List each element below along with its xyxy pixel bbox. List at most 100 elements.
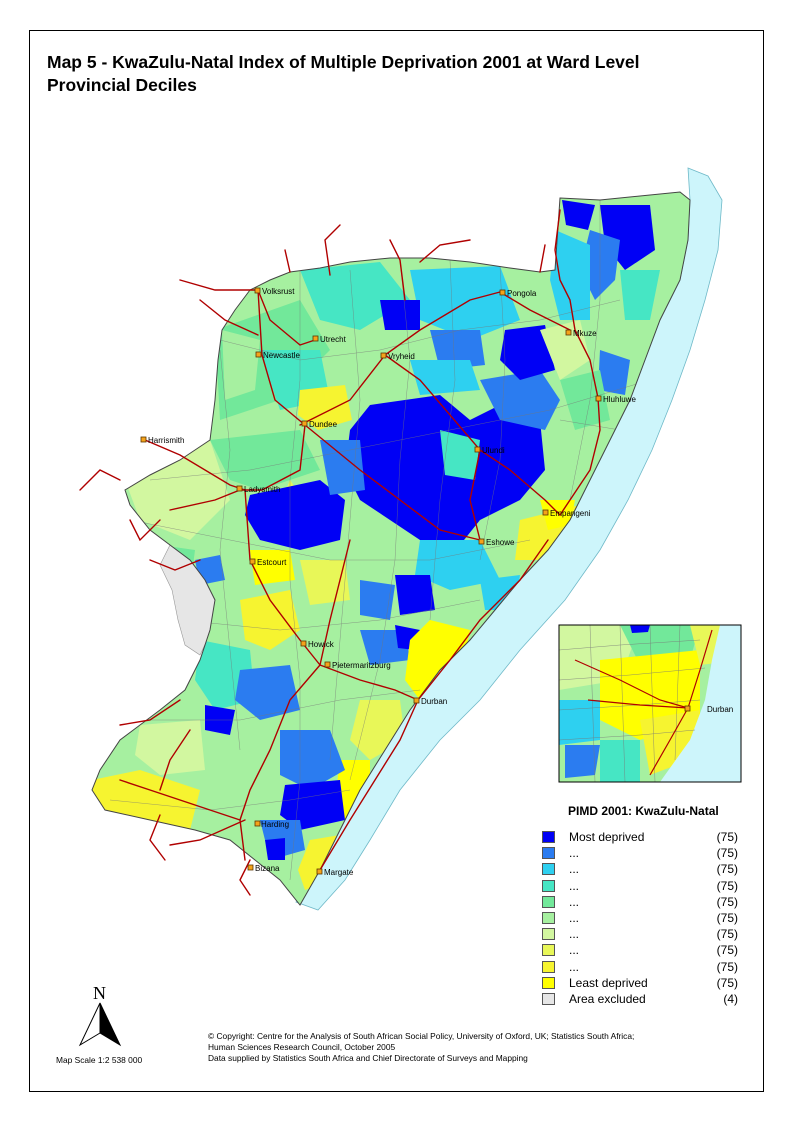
legend-count: (75): [716, 943, 738, 958]
city-marker-bizana: [247, 864, 254, 871]
legend-title: PIMD 2001: KwaZulu-Natal: [568, 804, 719, 818]
city-label-bizana: Bizana: [255, 864, 280, 873]
city-marker-ulundi: [474, 446, 481, 453]
city-marker-hluhluwe: [595, 395, 602, 402]
legend-swatch: [542, 976, 555, 989]
city-label-hluhluwe: Hluhluwe: [603, 395, 636, 404]
city-marker-estcourt: [249, 558, 256, 565]
city-label-eshowe: Eshowe: [486, 538, 515, 547]
legend-label: Most deprived: [569, 830, 645, 844]
city-label-estcourt: Estcourt: [257, 558, 287, 567]
legend-label: ...: [569, 894, 580, 909]
copyright-line: © Copyright: Centre for the Analysis of …: [208, 1031, 635, 1041]
city-label-empangeni: Empangeni: [550, 509, 591, 518]
city-marker-ladysmith: [236, 485, 243, 492]
legend-label: ...: [569, 862, 580, 877]
city-label-dundee: Dundee: [309, 420, 338, 429]
legend-count: (75): [716, 975, 738, 990]
legend-item: ... (75): [538, 895, 748, 911]
legend-item: ... (75): [538, 927, 748, 943]
city-marker-empangeni: [542, 509, 549, 516]
city-marker-volksrust: [254, 287, 261, 294]
legend-item: ... (75): [538, 862, 748, 878]
north-arrow-icon: [78, 1002, 122, 1047]
inset-city-marker: [684, 705, 691, 712]
legend: PIMD 2001: KwaZulu-Natal Most deprived (7…: [538, 804, 748, 1008]
legend-item: ... (75): [538, 879, 748, 895]
map-scale: Map Scale 1:2 538 000: [56, 1055, 143, 1065]
legend-label: ...: [569, 910, 580, 925]
legend-item: ... (75): [538, 943, 748, 959]
city-marker-dundee: [301, 420, 308, 427]
legend-label: ...: [569, 959, 580, 974]
city-label-ulundi: Ulundi: [482, 446, 505, 455]
north-letter: N: [93, 983, 106, 1003]
legend-label: Area excluded: [569, 991, 646, 1006]
city-label-margate: Margate: [324, 868, 354, 877]
legend-item: ... (75): [538, 960, 748, 976]
city-marker-margate: [316, 868, 323, 875]
legend-count: (75): [716, 959, 738, 974]
legend-item: ... (75): [538, 846, 748, 862]
city-label-harding: Harding: [261, 820, 289, 829]
legend-swatch: [542, 847, 555, 860]
legend-label: ...: [569, 846, 580, 861]
city-marker-harding: [254, 820, 261, 827]
city-label-harrismith: Harrismith: [148, 436, 184, 445]
city-marker-pietermaritzburg: [324, 661, 331, 668]
city-label-pongola: Pongola: [507, 289, 537, 298]
legend-count: (75): [716, 910, 738, 925]
city-markers: [140, 287, 602, 875]
legend-swatch: [542, 879, 555, 892]
city-label-newcastle: Newcastle: [263, 351, 300, 360]
city-marker-utrecht: [312, 335, 319, 342]
legend-item: ... (75): [538, 911, 748, 927]
city-marker-durban: [413, 697, 420, 704]
legend-label: ...: [569, 878, 580, 893]
legend-item: Area excluded (4): [538, 992, 748, 1008]
legend-item: Most deprived (75): [538, 830, 748, 846]
legend-swatch: [542, 831, 555, 843]
legend-count: (75): [716, 830, 738, 844]
city-marker-newcastle: [255, 351, 262, 358]
legend-label: Least deprived: [569, 975, 648, 990]
inset-city-label: Durban: [707, 705, 733, 714]
city-label-durban: Durban: [421, 697, 447, 706]
legend-count: (75): [716, 878, 738, 893]
city-label-mkuze: Mkuze: [573, 329, 597, 338]
city-marker-pongola: [499, 289, 506, 296]
city-marker-vryheid: [380, 352, 387, 359]
city-label-volksrust: Volksrust: [262, 287, 295, 296]
inset-map: Durban: [558, 624, 742, 783]
city-marker-harrismith: [140, 436, 147, 443]
map-title-line2: Provincial Deciles: [47, 75, 197, 95]
city-label-ladysmith: Ladysmith: [244, 485, 280, 494]
legend-swatch: [542, 928, 555, 941]
legend-swatch: [542, 992, 555, 1005]
city-marker-howick: [300, 640, 307, 647]
map-title: Map 5 - KwaZulu-Natal Index of Multiple …: [47, 51, 640, 97]
legend-label: ...: [569, 927, 580, 942]
legend-count: (75): [716, 862, 738, 877]
legend-swatch: [542, 960, 555, 973]
legend-swatch: [542, 863, 555, 876]
city-label-utrecht: Utrecht: [320, 335, 347, 344]
city-label-pietermaritzburg: Pietermaritzburg: [332, 661, 391, 670]
map-title-line1: Map 5 - KwaZulu-Natal Index of Multiple …: [47, 52, 640, 72]
city-marker-mkuze: [565, 329, 572, 336]
legend-item: Least deprived (75): [538, 976, 748, 992]
legend-label: ...: [569, 943, 580, 958]
roads: [79, 209, 601, 896]
city-labels: Volksrust Pongola Utrecht Mkuze Newcastl…: [148, 287, 636, 877]
province-outline: [91, 191, 691, 906]
legend-count: (75): [716, 846, 738, 861]
city-marker-eshowe: [478, 538, 485, 545]
city-label-vryheid: Vryheid: [388, 352, 415, 361]
copyright-line: Human Sciences Research Council, October…: [208, 1042, 396, 1052]
city-label-howick: Howick: [308, 640, 335, 649]
legend-count: (75): [716, 927, 738, 942]
legend-swatch: [542, 895, 555, 908]
legend-swatch: [542, 944, 555, 957]
copyright-line: Data supplied by Statistics South Africa…: [208, 1053, 528, 1063]
